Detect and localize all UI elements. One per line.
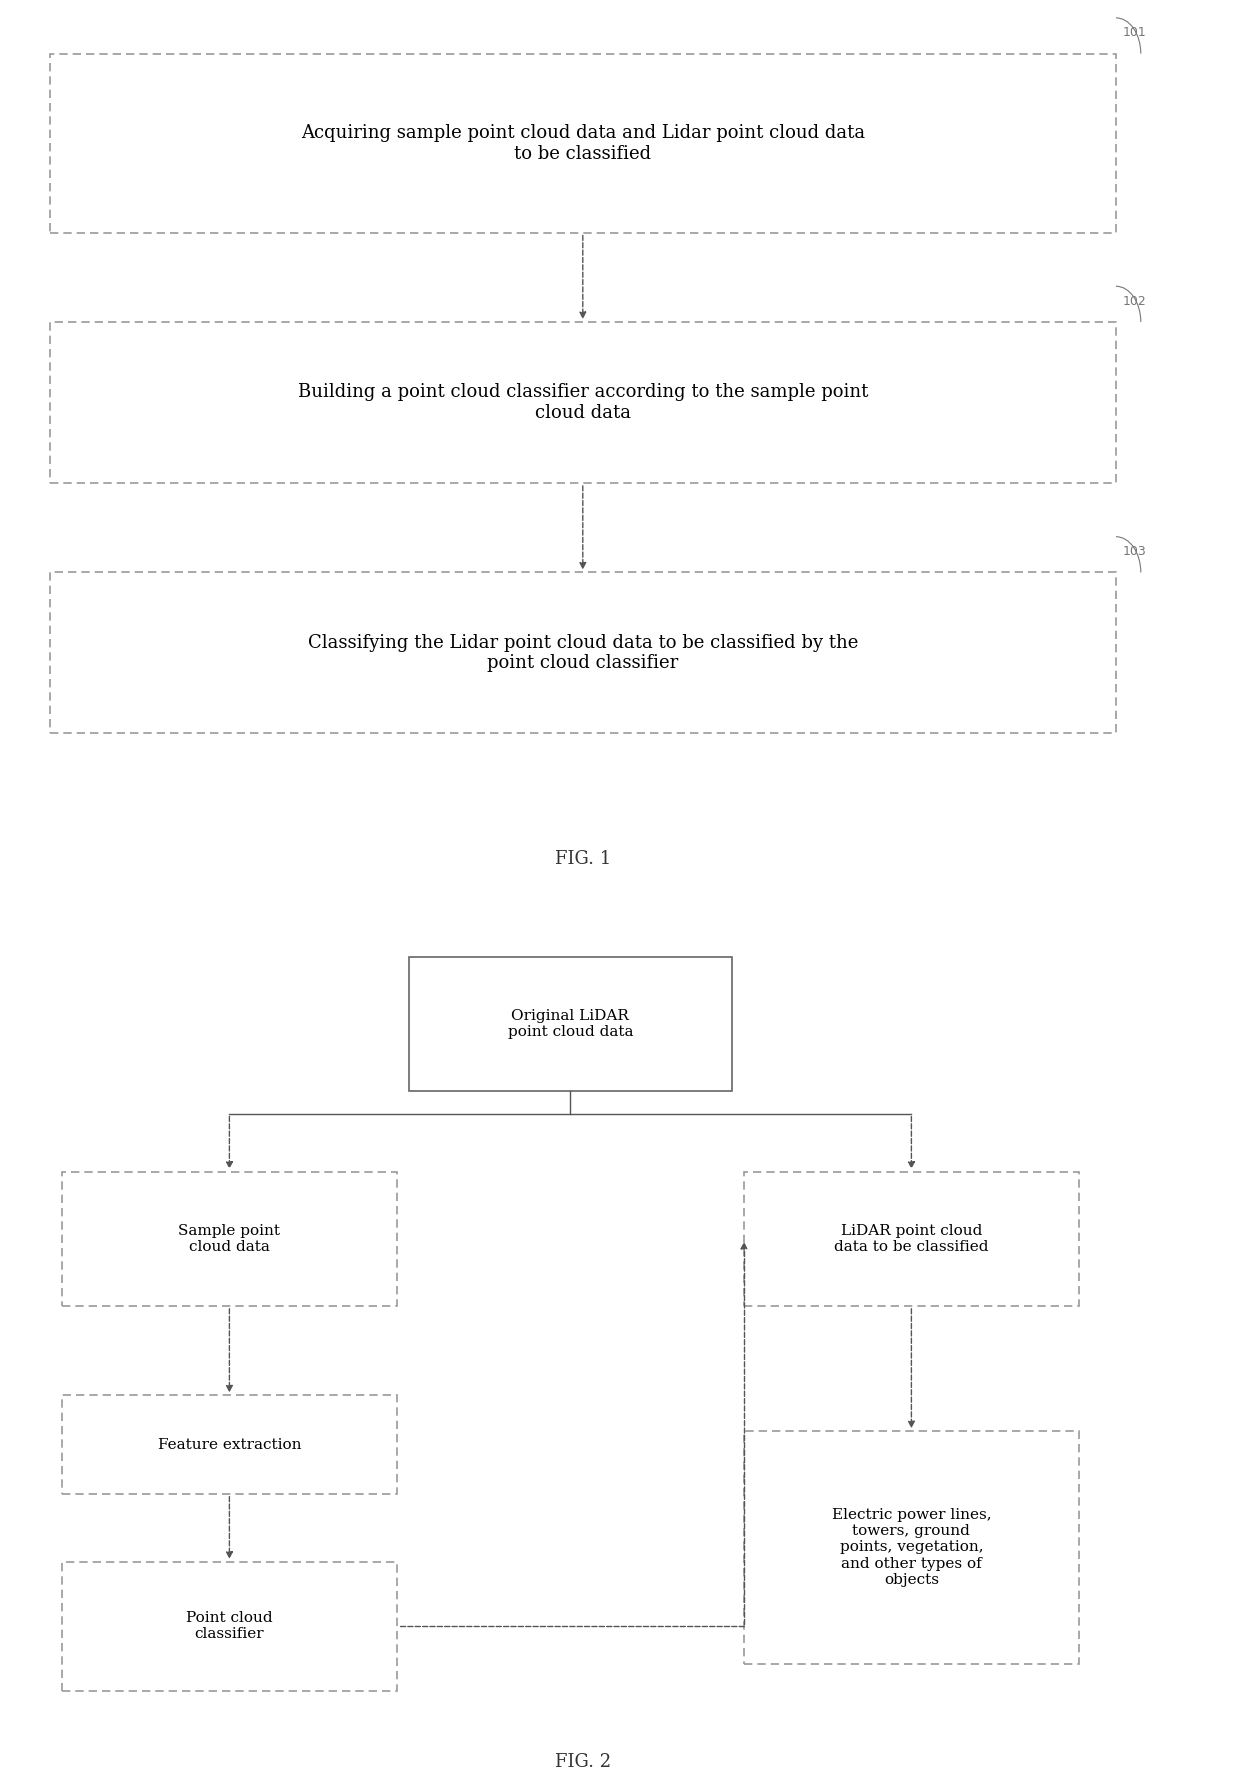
FancyBboxPatch shape [62, 1395, 397, 1494]
Text: LiDAR point cloud
data to be classified: LiDAR point cloud data to be classified [835, 1224, 988, 1254]
Text: Classifying the Lidar point cloud data to be classified by the
point cloud class: Classifying the Lidar point cloud data t… [308, 633, 858, 673]
Text: Original LiDAR
point cloud data: Original LiDAR point cloud data [507, 1009, 634, 1039]
FancyBboxPatch shape [744, 1431, 1079, 1664]
Text: Building a point cloud classifier according to the sample point
cloud data: Building a point cloud classifier accord… [298, 383, 868, 422]
FancyBboxPatch shape [62, 1172, 397, 1306]
Text: Feature extraction: Feature extraction [157, 1438, 301, 1451]
FancyBboxPatch shape [744, 1172, 1079, 1306]
FancyBboxPatch shape [50, 572, 1116, 733]
Text: Acquiring sample point cloud data and Lidar point cloud data
to be classified: Acquiring sample point cloud data and Li… [301, 123, 864, 163]
Text: Point cloud
classifier: Point cloud classifier [186, 1612, 273, 1641]
Text: Electric power lines,
towers, ground
points, vegetation,
and other types of
obje: Electric power lines, towers, ground poi… [832, 1508, 991, 1587]
Text: 103: 103 [1122, 546, 1146, 558]
FancyBboxPatch shape [409, 957, 732, 1091]
Text: 102: 102 [1122, 295, 1146, 308]
Text: FIG. 2: FIG. 2 [554, 1753, 611, 1771]
FancyBboxPatch shape [62, 1562, 397, 1691]
Text: Sample point
cloud data: Sample point cloud data [179, 1224, 280, 1254]
Text: FIG. 1: FIG. 1 [554, 850, 611, 868]
FancyBboxPatch shape [50, 54, 1116, 233]
FancyBboxPatch shape [50, 322, 1116, 483]
Text: 101: 101 [1122, 27, 1146, 39]
